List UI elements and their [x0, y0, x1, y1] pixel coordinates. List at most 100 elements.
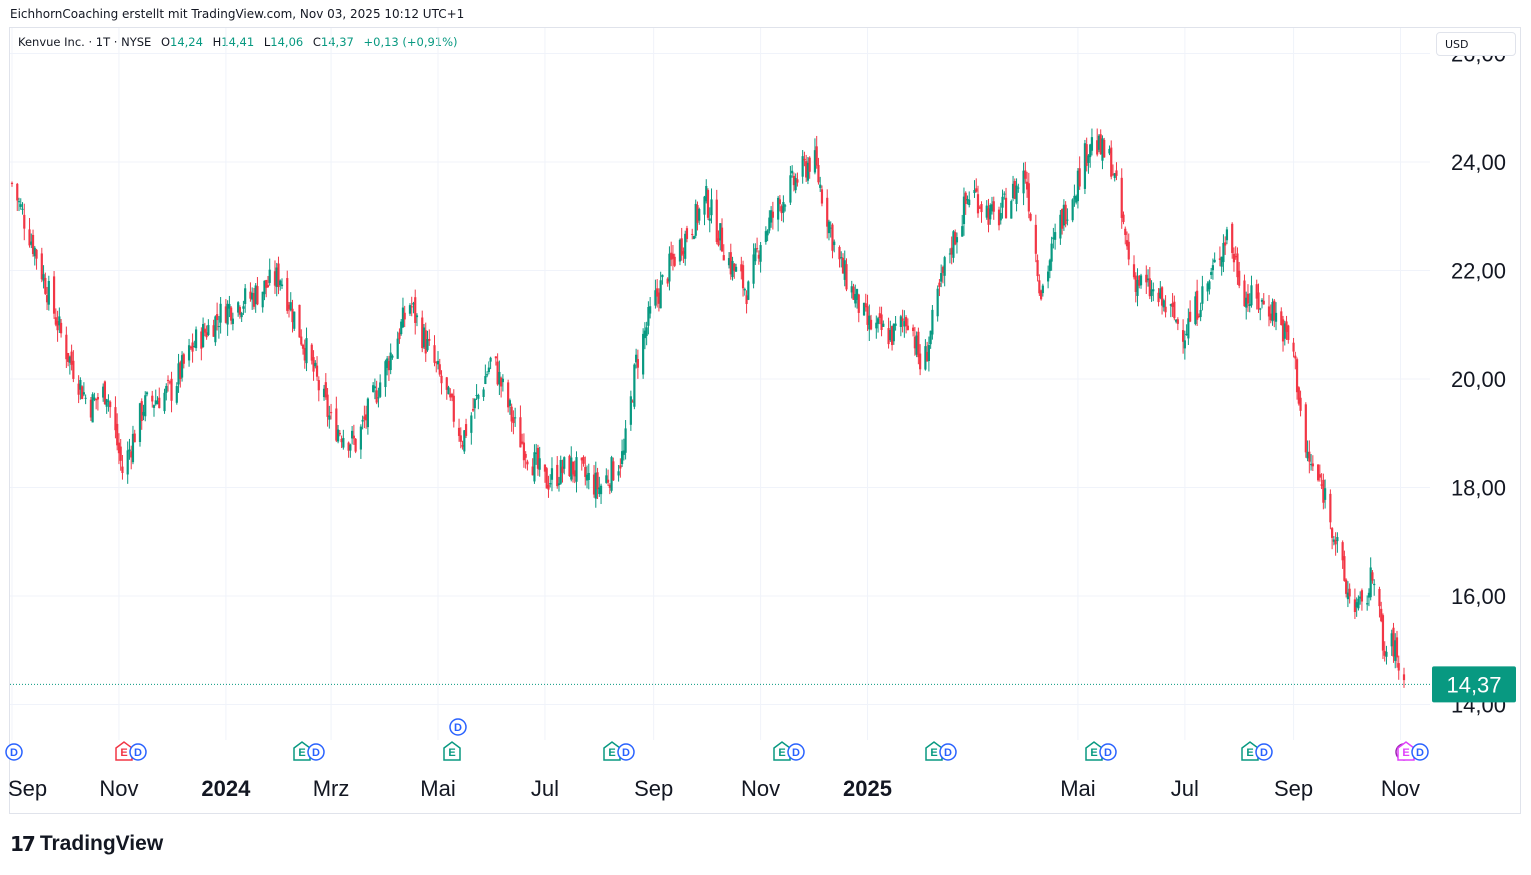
- candle-body: [1331, 528, 1334, 538]
- candle: [340, 435, 343, 449]
- candle-body: [633, 364, 636, 407]
- candle-body: [1311, 463, 1314, 467]
- candle-body: [771, 211, 774, 218]
- candle: [1087, 154, 1090, 174]
- candle: [1150, 280, 1153, 302]
- candle-body: [624, 428, 627, 453]
- candle: [815, 135, 818, 169]
- candle: [1064, 201, 1067, 228]
- candle-body: [1090, 137, 1094, 151]
- dividend-marker[interactable]: D: [1411, 743, 1429, 761]
- change-value: +0,13 (+0,91%): [363, 35, 458, 49]
- candle: [1124, 226, 1127, 245]
- candle: [620, 439, 624, 468]
- candle-body: [373, 386, 377, 389]
- time-axis[interactable]: Sep Nov 2024 Mrz Mai Jul Sep Nov 2025 Mai Jul Sep No…: [8, 776, 1420, 801]
- candle: [659, 271, 662, 309]
- candle: [976, 185, 980, 218]
- candle-body: [228, 304, 231, 309]
- candle: [400, 319, 403, 336]
- candle-body: [354, 438, 357, 452]
- candle-body: [850, 286, 853, 293]
- candle: [757, 250, 760, 265]
- dividend-marker[interactable]: D: [787, 743, 805, 761]
- candle: [1052, 227, 1055, 249]
- candle: [500, 376, 503, 398]
- candle: [121, 454, 124, 480]
- symbol-legend: Kenvue Inc. · 1T · NYSE O14,24 H14,41 L1…: [18, 35, 458, 49]
- candle: [668, 246, 671, 291]
- candle: [510, 403, 513, 432]
- candle: [361, 415, 364, 430]
- candle: [514, 407, 517, 427]
- candle: [1380, 601, 1383, 623]
- price-tick-label: 16,00: [1451, 584, 1506, 609]
- candle-body: [508, 400, 511, 406]
- candle-body: [238, 307, 242, 315]
- dividend-marker[interactable]: D: [939, 743, 957, 761]
- earnings-marker[interactable]: E: [443, 741, 461, 761]
- candle-body: [408, 305, 412, 314]
- event-marker-label: D: [10, 747, 18, 759]
- dividend-marker[interactable]: D: [1255, 743, 1273, 761]
- candle: [279, 279, 282, 291]
- candle: [366, 397, 369, 435]
- candle: [1196, 279, 1199, 326]
- candle: [1083, 139, 1087, 195]
- candle-body: [375, 390, 378, 403]
- candle: [833, 239, 836, 253]
- candle-body: [487, 367, 490, 373]
- candle: [438, 358, 441, 377]
- candle: [1238, 261, 1241, 289]
- dividend-marker[interactable]: D: [129, 743, 147, 761]
- candle: [35, 248, 38, 270]
- candle: [1236, 247, 1239, 285]
- candle: [661, 274, 664, 285]
- candle: [538, 446, 541, 477]
- candle-body: [598, 487, 601, 495]
- candle: [563, 456, 566, 475]
- candle-body: [743, 289, 746, 291]
- candle-body: [803, 158, 806, 161]
- candle: [130, 445, 133, 470]
- candle-body: [107, 400, 110, 402]
- candle: [151, 390, 154, 408]
- candle-body: [109, 401, 112, 408]
- candle-body: [201, 323, 205, 348]
- symbol-name[interactable]: Kenvue Inc. · 1T · NYSE: [18, 35, 152, 49]
- candle: [461, 440, 464, 450]
- candle-body: [864, 303, 867, 308]
- candle: [550, 457, 554, 492]
- candle-body: [1402, 674, 1406, 681]
- candle-body: [268, 269, 271, 283]
- candle-body: [755, 248, 759, 250]
- dividend-marker[interactable]: D: [449, 718, 467, 736]
- candle-body: [68, 356, 71, 363]
- last-price-tag: [1432, 666, 1516, 703]
- dividend-marker[interactable]: D: [5, 743, 23, 761]
- tradingview-logo[interactable]: 17 TradingView: [10, 832, 163, 856]
- candle: [1329, 489, 1332, 530]
- dividend-marker[interactable]: D: [1099, 743, 1117, 761]
- candle: [140, 398, 143, 430]
- candle: [289, 292, 292, 312]
- candle-body: [329, 412, 333, 414]
- candle-body: [126, 450, 129, 475]
- candle-body: [436, 360, 440, 365]
- tradingview-brand: TradingView: [39, 832, 164, 855]
- event-marker-label: E: [930, 747, 937, 759]
- event-marker-label: D: [454, 722, 462, 734]
- candle: [943, 255, 946, 287]
- candle-body: [1385, 651, 1388, 657]
- candle-body: [28, 229, 31, 246]
- candle: [1262, 293, 1265, 305]
- currency-button[interactable]: USD: [1436, 32, 1516, 56]
- dividend-marker[interactable]: D: [617, 743, 635, 761]
- dividend-marker[interactable]: D: [307, 743, 325, 761]
- candle-body: [673, 256, 676, 266]
- candle: [359, 424, 362, 459]
- candle-body: [599, 485, 603, 495]
- candle: [303, 339, 306, 369]
